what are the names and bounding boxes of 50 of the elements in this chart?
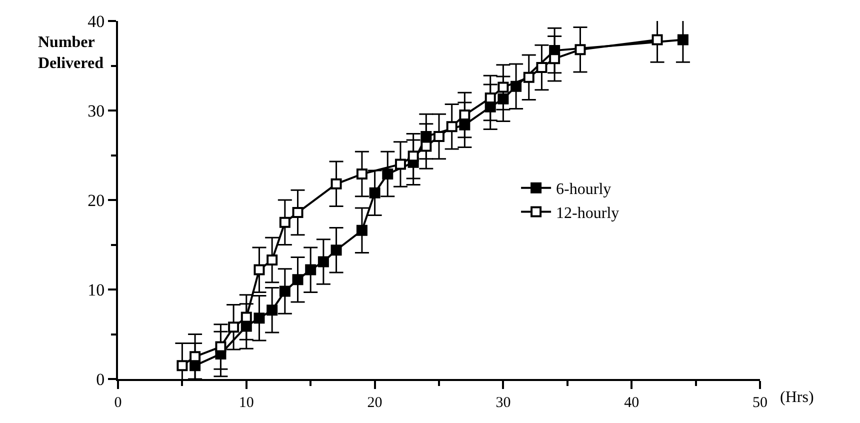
x-tick-label: 30 (496, 395, 511, 411)
point (305, 264, 316, 276)
point (356, 224, 368, 236)
point (254, 264, 265, 276)
point (652, 34, 663, 46)
y-tick-label: 10 (88, 280, 105, 300)
y-axis-title: Number Delivered (38, 34, 104, 72)
point (279, 216, 290, 228)
y-tick-label: 0 (96, 370, 105, 389)
point (549, 53, 560, 64)
point (279, 286, 290, 297)
point (446, 121, 458, 132)
x-tick-label: 40 (624, 395, 640, 411)
point (459, 109, 470, 120)
point (330, 244, 342, 256)
point (266, 304, 278, 316)
point (318, 256, 329, 268)
point (176, 360, 188, 372)
point (498, 82, 509, 93)
x-tick-label: 10 (238, 395, 254, 411)
point (292, 207, 304, 218)
x-tick-label: 50 (752, 395, 768, 411)
y-tick-label: 20 (88, 190, 105, 210)
point (420, 140, 432, 152)
point (434, 130, 444, 142)
point (484, 92, 496, 104)
point (292, 274, 304, 286)
point (408, 150, 419, 162)
point (228, 322, 240, 333)
y-tick-label: 30 (88, 101, 105, 120)
point (240, 312, 252, 323)
y-tick-label: 40 (88, 12, 105, 31)
point (523, 72, 534, 83)
point (254, 312, 265, 324)
point (677, 34, 688, 46)
x-axis-title: (Hrs) (780, 389, 814, 406)
point (356, 168, 368, 180)
point (369, 187, 380, 198)
point (536, 62, 548, 74)
point (574, 44, 586, 56)
legend-label: 6-hourly (556, 181, 612, 198)
point (266, 254, 278, 266)
legend-label: 12-hourly (556, 204, 620, 222)
point (190, 351, 201, 362)
point (215, 341, 226, 352)
point (382, 168, 394, 180)
point (394, 158, 406, 170)
x-tick-label: 0 (114, 395, 122, 411)
point (330, 178, 342, 190)
x-tick-label: 20 (367, 395, 382, 411)
